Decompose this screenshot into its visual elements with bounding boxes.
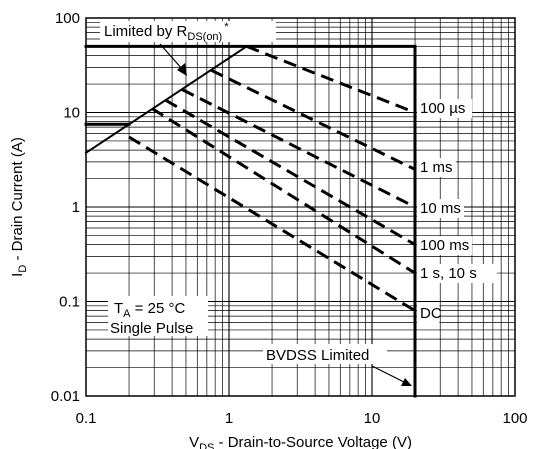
y-tick-label: 100 bbox=[55, 10, 80, 27]
series-label: 1 s, 10 s bbox=[420, 265, 477, 282]
bvdss-annotation: BVDSS Limited bbox=[266, 347, 369, 364]
series-label: 10 ms bbox=[420, 200, 461, 217]
x-tick-label: 0.1 bbox=[76, 410, 97, 427]
series-line-3 bbox=[164, 98, 416, 246]
series-label-bg bbox=[417, 158, 456, 177]
bvdss-arrow-head bbox=[401, 378, 412, 386]
x-tick-label: 1 bbox=[225, 410, 233, 427]
series-label-bg bbox=[417, 99, 473, 118]
y-tick-label: 0.1 bbox=[59, 294, 80, 311]
labels: 100 µs 1 ms 10 ms 100 ms 1 s, 10 s DC VDS - Dr… bbox=[9, 21, 497, 449]
series-line-5 bbox=[128, 135, 416, 312]
rds-arrow-head bbox=[177, 63, 187, 76]
series-label: 100 ms bbox=[420, 237, 469, 254]
ta-annotation: TA = 25 °C bbox=[114, 300, 185, 320]
rds-on-annotation: Limited by RDS(on)* bbox=[104, 21, 229, 43]
series-line-2 bbox=[181, 88, 416, 209]
curves bbox=[84, 44, 417, 398]
conditions-bg bbox=[108, 296, 208, 336]
series-line-0 bbox=[246, 45, 416, 114]
series-label-bg bbox=[417, 199, 464, 218]
x-axis-label: VDS - Drain-to-Source Voltage (V) bbox=[189, 434, 412, 449]
single-pulse-annotation: Single Pulse bbox=[110, 320, 193, 337]
y-axis-label: ID - Drain Current (A) bbox=[9, 137, 29, 277]
bvdss-label-bg bbox=[263, 344, 387, 364]
bvdss-arrow-line bbox=[371, 365, 405, 383]
series-label: 100 µs bbox=[420, 100, 465, 117]
y-tick-label: 10 bbox=[63, 105, 80, 122]
series-line-1 bbox=[210, 68, 416, 171]
plot-frame bbox=[85, 17, 516, 397]
tick-labels: 0.1 1 10 100 100 10 1 0.1 0.01 bbox=[51, 10, 528, 427]
rds-arrow-line bbox=[159, 43, 184, 71]
y-tick-label: 1 bbox=[72, 199, 80, 216]
x-tick-label: 10 bbox=[364, 410, 381, 427]
series-label-bg bbox=[417, 264, 497, 283]
series-label-bg bbox=[417, 236, 473, 255]
series-label-bg bbox=[417, 304, 440, 323]
series-label: 1 ms bbox=[420, 159, 453, 176]
rds-label-bg bbox=[100, 21, 276, 42]
y-tick-label: 0.01 bbox=[51, 388, 80, 405]
series-line-4 bbox=[151, 107, 416, 275]
x-tick-label: 100 bbox=[502, 410, 527, 427]
series-label: DC bbox=[420, 305, 442, 322]
